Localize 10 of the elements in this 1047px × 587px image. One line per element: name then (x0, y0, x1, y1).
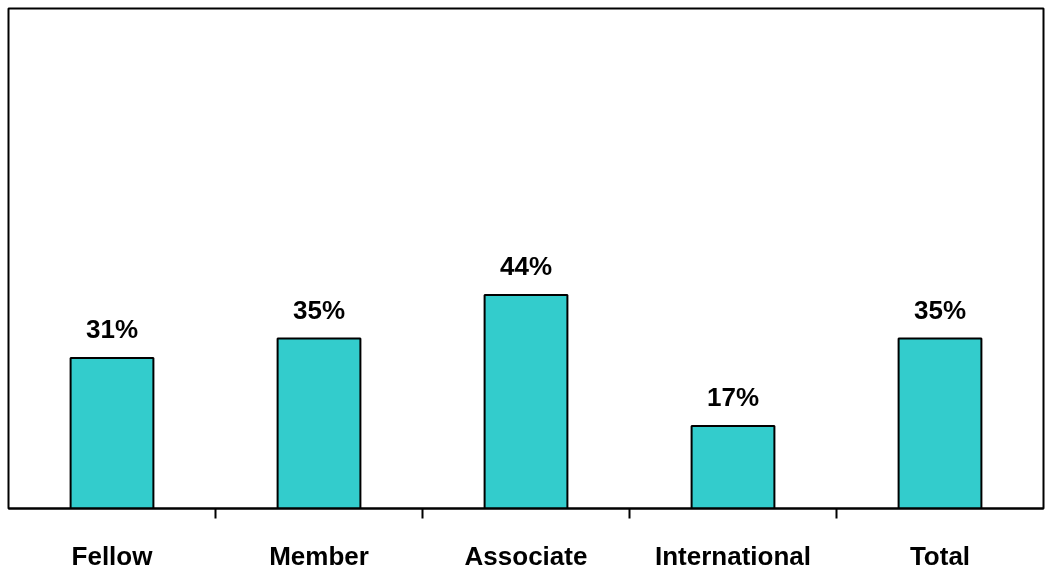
x-tick-label: Total (909, 540, 971, 571)
data-label: 44% (499, 250, 553, 281)
data-label: 35% (292, 294, 346, 325)
x-tick-label: Fellow (71, 540, 154, 571)
data-label: 17% (706, 381, 760, 412)
x-tick-label: Associate (464, 540, 588, 571)
data-label: 31% (85, 314, 139, 345)
x-tick-label: International (654, 540, 812, 571)
data-label: 35% (913, 294, 967, 325)
x-tick-label: Member (269, 540, 369, 571)
